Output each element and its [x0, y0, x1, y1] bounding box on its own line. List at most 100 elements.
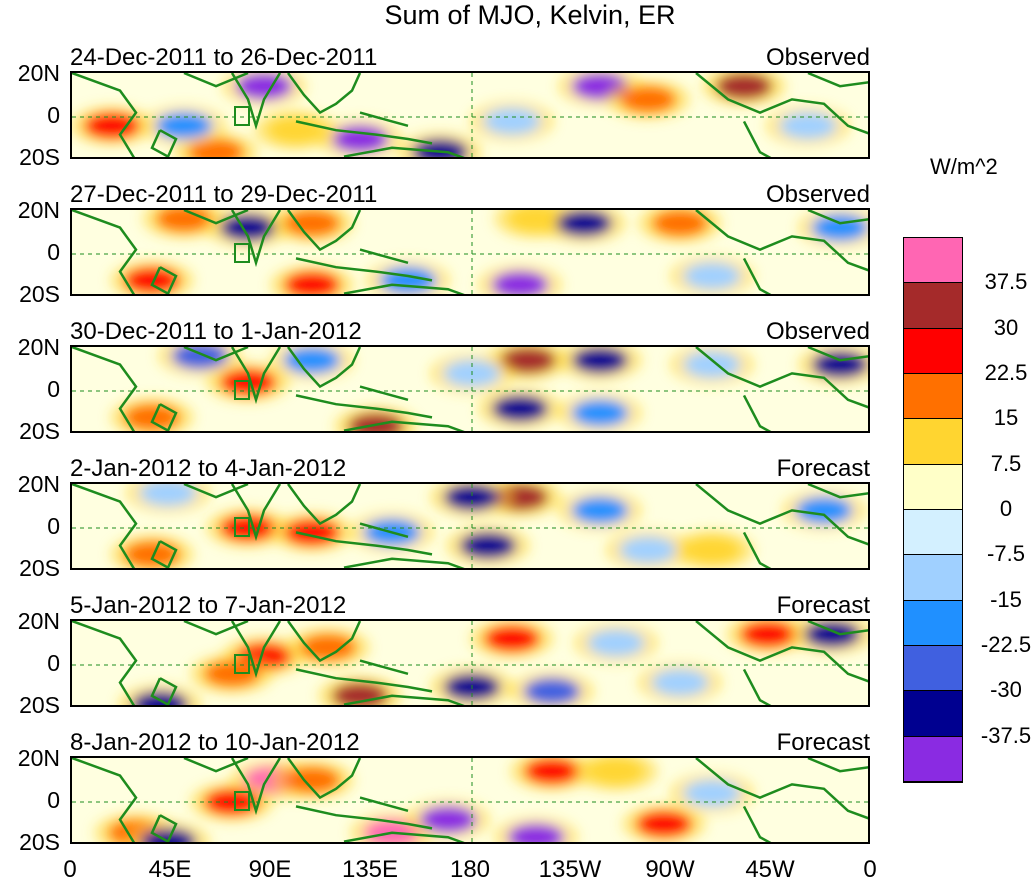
- coastline: [695, 73, 868, 135]
- coastline: [72, 347, 138, 431]
- anomaly-blob: [140, 484, 196, 506]
- colorbar-tick-label: -15: [990, 586, 1022, 612]
- colorbar-tick-label: 22.5: [984, 360, 1028, 385]
- coastline: [359, 659, 409, 676]
- anomaly-blob: [236, 73, 292, 100]
- colorbar-swatch: [904, 374, 962, 420]
- longitude-label: 45E: [148, 856, 192, 883]
- coastline: [286, 621, 362, 663]
- colorbar-swatch: [904, 328, 962, 374]
- anomaly-blob: [484, 108, 540, 135]
- anomaly-map-panel: [70, 345, 870, 433]
- latitude-label: 0: [47, 650, 60, 676]
- anomaly-blob: [684, 263, 740, 289]
- anomaly-blob: [588, 758, 644, 785]
- coastline: [807, 210, 868, 225]
- longitude-label: 0: [63, 856, 77, 883]
- panel-date-range: 8-Jan-2012 to 10-Jan-2012: [70, 729, 360, 756]
- anomaly-blob: [132, 691, 188, 705]
- coastline: [343, 420, 465, 431]
- coastline: [695, 758, 868, 820]
- anomaly-blob: [220, 214, 276, 241]
- coastline: [295, 120, 433, 145]
- coastline: [807, 347, 868, 362]
- colorbar-swatch: [904, 600, 962, 646]
- coastline: [295, 257, 433, 282]
- reference-box: [234, 243, 250, 263]
- coastline: [695, 621, 868, 683]
- reference-box: [234, 654, 250, 674]
- colorbar-tick-label: 0: [999, 496, 1013, 521]
- anomaly-blob: [796, 497, 852, 524]
- anomaly-blob: [572, 497, 628, 524]
- panel-type-label: Forecast: [776, 455, 870, 482]
- panel-date-range: 27-Dec-2011 to 29-Dec-2011: [70, 181, 378, 208]
- panel-date-range: 5-Jan-2012 to 7-Jan-2012: [70, 592, 347, 619]
- anomaly-blob: [780, 112, 836, 139]
- colorbar-swatch: [904, 646, 962, 692]
- coastline: [807, 484, 868, 499]
- coastline: [72, 758, 138, 842]
- anomaly-map-panel: [70, 482, 870, 570]
- anomaly-blob: [804, 621, 860, 648]
- coastline: [742, 805, 772, 842]
- coastline: [183, 484, 249, 499]
- anomaly-blob: [284, 347, 340, 374]
- anomaly-blob: [620, 86, 676, 113]
- anomaly-blob: [740, 621, 796, 648]
- colorbar-tick-label: 37.5: [984, 269, 1028, 295]
- coastline: [343, 283, 465, 294]
- colorbar-tick-label: -22.5: [980, 632, 1031, 657]
- coastline: [742, 257, 772, 294]
- colorbar-swatch: [904, 736, 962, 782]
- anomaly-blob: [484, 625, 540, 652]
- coastline: [72, 484, 138, 568]
- coastline: [230, 347, 282, 405]
- anomaly-map-panel: [70, 71, 870, 159]
- map-canvas: [72, 73, 868, 157]
- anomaly-blob: [204, 660, 260, 687]
- coastline: [183, 758, 249, 773]
- figure-title: Sum of MJO, Kelvin, ER: [384, 0, 676, 30]
- colorbar: [903, 237, 963, 783]
- anomaly-blob: [124, 267, 180, 294]
- coastline: [295, 668, 433, 693]
- colorbar-unit: W/m^2: [930, 154, 998, 179]
- coastline: [183, 347, 249, 362]
- coastline: [72, 210, 138, 294]
- anomaly-blob: [284, 271, 340, 294]
- longitude-label: 180: [449, 856, 491, 883]
- longitude-label: 135E: [341, 856, 399, 883]
- anomaly-blob: [812, 351, 868, 378]
- anomaly-blob: [684, 537, 740, 563]
- longitude-label: 135W: [538, 856, 602, 883]
- colorbar-tick-label: -37.5: [980, 722, 1031, 748]
- reference-box: [234, 517, 250, 537]
- coastline: [359, 111, 409, 128]
- panel-type-label: Observed: [765, 318, 870, 345]
- coastline: [343, 831, 465, 842]
- colorbar-tick-label: 15: [993, 405, 1019, 431]
- coastline: [742, 394, 772, 431]
- coastline: [742, 120, 772, 157]
- coastline: [230, 621, 282, 679]
- coastline: [230, 73, 282, 131]
- coastline: [807, 758, 868, 773]
- coastline: [286, 758, 362, 800]
- anomaly-blob: [524, 678, 580, 705]
- panel-date-range: 30-Dec-2011 to 1-Jan-2012: [70, 318, 362, 345]
- coastline: [72, 73, 138, 157]
- anomaly-map-panel: [70, 619, 870, 707]
- anomaly-blob: [588, 630, 644, 656]
- panel-type-label: Observed: [765, 44, 870, 71]
- latitude-label: 20N: [17, 60, 60, 86]
- latitude-label: 20N: [17, 334, 60, 360]
- coastline: [295, 394, 433, 419]
- anomaly-blob: [492, 271, 548, 294]
- anomaly-blob: [420, 806, 476, 833]
- anomaly-map-panel: [70, 756, 870, 844]
- latitude-label: 0: [47, 513, 60, 539]
- reference-box: [234, 380, 250, 400]
- longitude-label: 0: [863, 856, 877, 883]
- coastline: [359, 385, 409, 402]
